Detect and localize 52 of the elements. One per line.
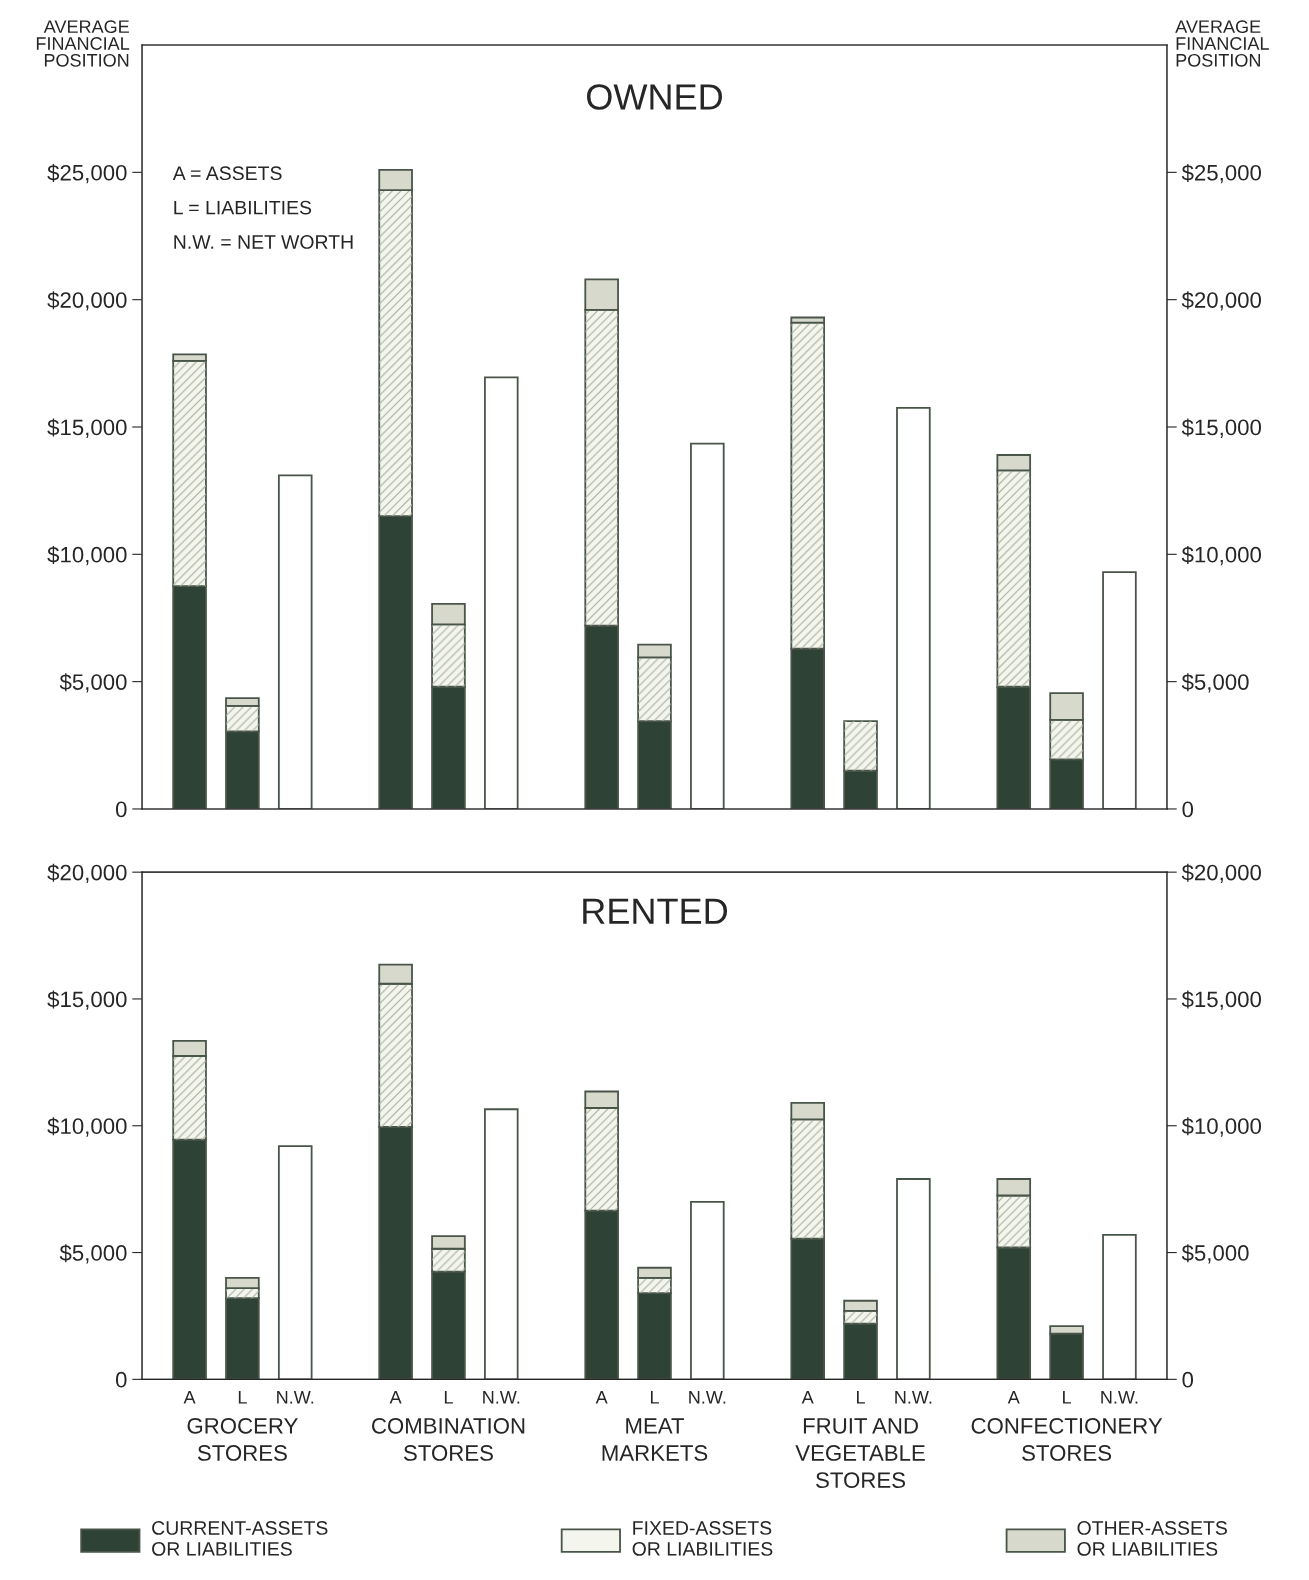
y2-tick-label: $20,000 <box>1181 863 1262 884</box>
x-tick-label: N.W. <box>1101 1391 1138 1404</box>
y2-tick-label: $15,000 <box>1181 990 1262 1010</box>
y2-tick-label: $10,000 <box>1181 545 1262 566</box>
y-tick-label: $15,000 <box>47 418 127 438</box>
x-tick-label: L <box>444 1391 453 1404</box>
y-tick-label: $10,000 <box>47 1117 127 1137</box>
y2-axis-title: AVERAGE FINANCIAL POSITION <box>1175 20 1269 67</box>
y2-tick-label: $5,000 <box>1181 673 1249 693</box>
x-tick-label: L <box>1063 1391 1072 1404</box>
y2-tick-label: $15,000 <box>1181 418 1262 438</box>
x-tick-label: A <box>801 1391 814 1404</box>
y-tick-label: $5,000 <box>59 673 127 693</box>
x-tick-label: N.W. <box>895 1391 932 1404</box>
annotation: A = ASSETS <box>172 166 282 181</box>
y-tick-label: $20,000 <box>47 863 127 884</box>
annotation: L = LIABILITIES <box>174 200 312 215</box>
x-tick-label: N.W. <box>689 1391 726 1404</box>
legend-label: OTHER-ASSETS OR LIABILITIES <box>1077 1521 1227 1556</box>
y-tick-label: $10,000 <box>47 545 127 566</box>
y2-tick-label: $10,000 <box>1181 1117 1262 1137</box>
y-tick-label: $15,000 <box>47 990 127 1010</box>
text: MEAT MARKETS <box>602 1418 708 1461</box>
y2-tick-label: 0 <box>1182 1371 1194 1388</box>
text: CONFECTIONERY STORES <box>971 1417 1163 1461</box>
x-tick-label: A <box>389 1391 402 1404</box>
y-tick-label: $25,000 <box>47 163 127 184</box>
annotation: N.W. = NET WORTH <box>174 235 353 249</box>
y-axis-title: AVERAGE FINANCIAL POSITION <box>36 20 130 67</box>
legend-label: FIXED-ASSETS OR LIABILITIES <box>632 1521 773 1556</box>
text: RENTED <box>583 898 728 924</box>
y2-tick-label: 0 <box>1182 801 1194 818</box>
x-tick-label: A <box>1007 1391 1020 1404</box>
y-tick-label: 0 <box>115 801 127 818</box>
y2-tick-label: $20,000 <box>1181 291 1262 311</box>
y2-tick-label: $5,000 <box>1181 1244 1249 1264</box>
y-tick-label: 0 <box>115 1371 127 1388</box>
x-tick-label: L <box>857 1391 865 1404</box>
y-tick-label: $5,000 <box>59 1244 127 1264</box>
y2-tick-label: $25,000 <box>1181 163 1262 184</box>
text: COMBINATION STORES <box>372 1417 525 1461</box>
x-tick-label: L <box>650 1391 659 1404</box>
y-tick-label: $20,000 <box>47 291 127 311</box>
x-tick-label: L <box>238 1391 247 1404</box>
x-tick-label: A <box>595 1391 608 1404</box>
x-tick-label: N.W. <box>483 1391 520 1404</box>
text: FRUIT AND VEGETABLE STORES <box>795 1418 925 1489</box>
x-tick-label: N.W. <box>277 1391 314 1404</box>
text: GROCERY STORES <box>187 1417 298 1461</box>
text: OWNED <box>587 84 722 110</box>
x-tick-label: A <box>183 1391 196 1404</box>
legend-label: CURRENT-ASSETS OR LIABILITIES <box>152 1521 328 1556</box>
